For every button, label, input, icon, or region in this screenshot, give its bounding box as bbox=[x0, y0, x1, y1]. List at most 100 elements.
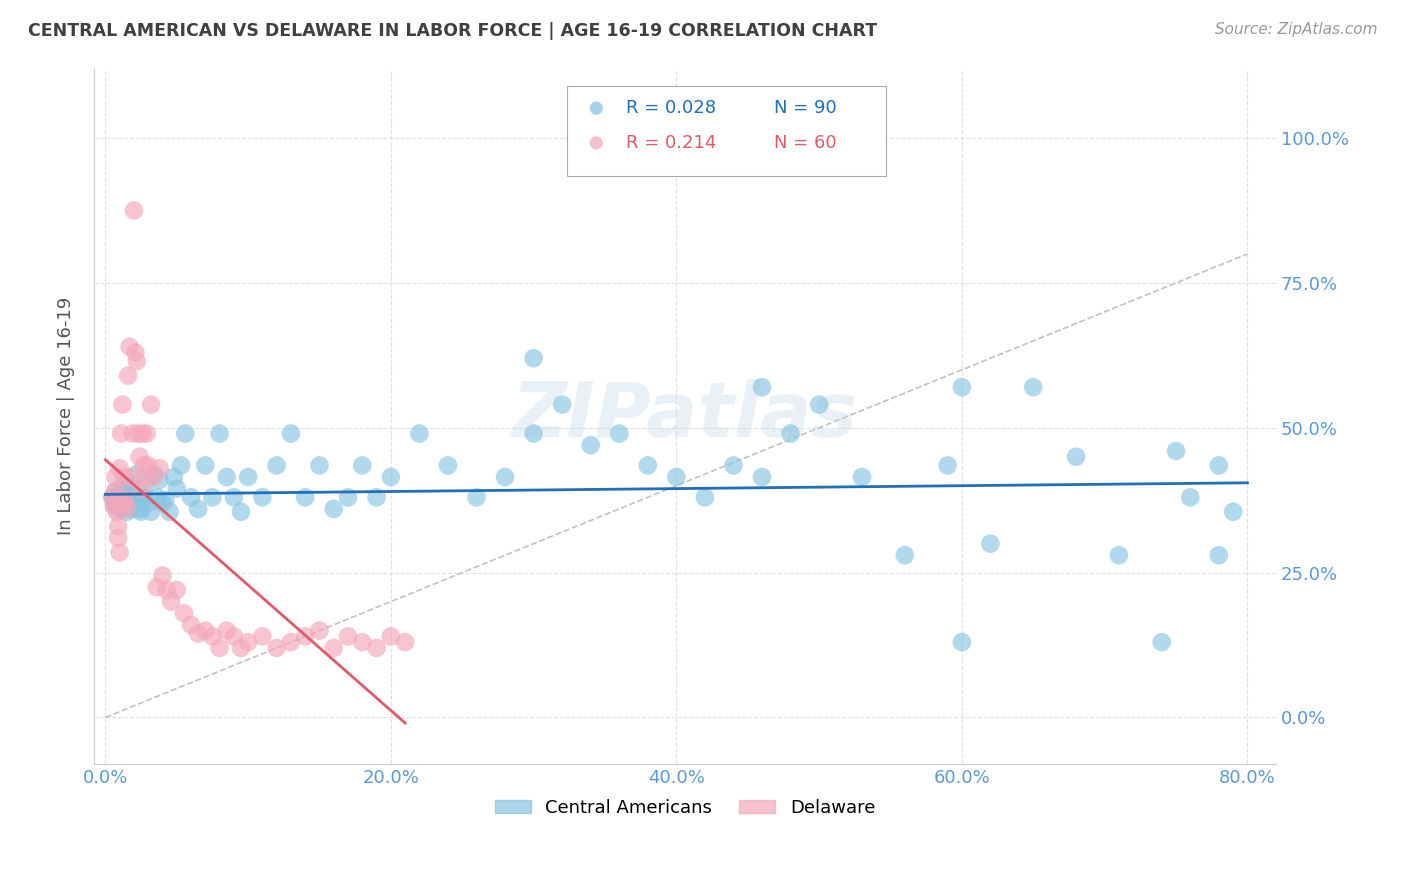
Delaware bbox=[142, 470, 165, 484]
Central Americans bbox=[142, 467, 165, 482]
Central Americans bbox=[465, 491, 488, 505]
Delaware bbox=[128, 450, 150, 464]
Central Americans bbox=[201, 491, 224, 505]
Delaware bbox=[120, 470, 142, 484]
Central Americans bbox=[103, 496, 125, 510]
Delaware bbox=[112, 470, 135, 484]
Text: ZIPatlas: ZIPatlas bbox=[512, 379, 858, 453]
Central Americans bbox=[111, 501, 134, 516]
Delaware bbox=[135, 426, 157, 441]
Delaware bbox=[294, 629, 316, 643]
Central Americans bbox=[105, 501, 128, 516]
Delaware bbox=[114, 496, 136, 510]
Central Americans bbox=[236, 470, 259, 484]
Central Americans bbox=[194, 458, 217, 473]
Delaware bbox=[111, 491, 134, 505]
Delaware bbox=[121, 426, 143, 441]
Central Americans bbox=[136, 496, 159, 510]
Central Americans bbox=[337, 491, 360, 505]
Text: R = 0.028: R = 0.028 bbox=[626, 99, 716, 117]
Delaware bbox=[215, 624, 238, 638]
Text: Source: ZipAtlas.com: Source: ZipAtlas.com bbox=[1215, 22, 1378, 37]
Central Americans bbox=[120, 501, 142, 516]
Central Americans bbox=[180, 491, 202, 505]
Delaware bbox=[110, 426, 132, 441]
Delaware bbox=[180, 617, 202, 632]
Delaware bbox=[236, 635, 259, 649]
Delaware bbox=[125, 354, 148, 368]
Delaware bbox=[380, 629, 402, 643]
Central Americans bbox=[117, 499, 139, 513]
Central Americans bbox=[131, 491, 153, 505]
Delaware bbox=[122, 203, 145, 218]
Delaware bbox=[166, 582, 188, 597]
Central Americans bbox=[132, 493, 155, 508]
Central Americans bbox=[1064, 450, 1087, 464]
Central Americans bbox=[125, 467, 148, 482]
Delaware bbox=[105, 505, 128, 519]
Central Americans bbox=[215, 470, 238, 484]
Central Americans bbox=[380, 470, 402, 484]
Delaware bbox=[145, 580, 167, 594]
Central Americans bbox=[134, 479, 156, 493]
Central Americans bbox=[851, 470, 873, 484]
Central Americans bbox=[280, 426, 302, 441]
FancyBboxPatch shape bbox=[567, 86, 886, 177]
Delaware bbox=[280, 635, 302, 649]
Text: N = 90: N = 90 bbox=[773, 99, 837, 117]
Delaware bbox=[136, 458, 159, 473]
Delaware bbox=[107, 531, 129, 545]
Central Americans bbox=[108, 499, 131, 513]
Central Americans bbox=[128, 501, 150, 516]
Central Americans bbox=[950, 380, 973, 394]
Text: R = 0.214: R = 0.214 bbox=[626, 134, 716, 152]
Central Americans bbox=[523, 351, 546, 366]
Delaware bbox=[134, 470, 156, 484]
Central Americans bbox=[1180, 491, 1202, 505]
Delaware bbox=[127, 426, 149, 441]
Central Americans bbox=[751, 380, 773, 394]
Delaware bbox=[107, 519, 129, 533]
Delaware bbox=[115, 501, 138, 516]
Central Americans bbox=[408, 426, 430, 441]
Delaware bbox=[139, 398, 162, 412]
Central Americans bbox=[115, 491, 138, 505]
Central Americans bbox=[723, 458, 745, 473]
Central Americans bbox=[166, 482, 188, 496]
Central Americans bbox=[112, 479, 135, 493]
Central Americans bbox=[155, 493, 177, 508]
Delaware bbox=[149, 461, 172, 475]
Central Americans bbox=[779, 426, 801, 441]
Delaware bbox=[366, 640, 388, 655]
Central Americans bbox=[124, 491, 146, 505]
Central Americans bbox=[322, 501, 344, 516]
Y-axis label: In Labor Force | Age 16-19: In Labor Force | Age 16-19 bbox=[58, 297, 75, 535]
Central Americans bbox=[114, 496, 136, 510]
Delaware bbox=[105, 496, 128, 510]
Delaware bbox=[131, 426, 153, 441]
Central Americans bbox=[1208, 548, 1230, 562]
Central Americans bbox=[979, 536, 1001, 550]
Delaware bbox=[252, 629, 274, 643]
Delaware bbox=[104, 470, 127, 484]
Central Americans bbox=[187, 501, 209, 516]
Central Americans bbox=[110, 484, 132, 499]
Delaware bbox=[156, 582, 179, 597]
Central Americans bbox=[751, 470, 773, 484]
Central Americans bbox=[1164, 444, 1187, 458]
Delaware bbox=[104, 484, 127, 499]
Central Americans bbox=[129, 505, 152, 519]
Central Americans bbox=[437, 458, 460, 473]
Delaware bbox=[194, 624, 217, 638]
Delaware bbox=[101, 491, 124, 505]
Delaware bbox=[132, 458, 155, 473]
Delaware bbox=[117, 368, 139, 383]
Central Americans bbox=[139, 505, 162, 519]
Central Americans bbox=[127, 496, 149, 510]
Central Americans bbox=[152, 496, 174, 510]
Delaware bbox=[108, 545, 131, 559]
Central Americans bbox=[693, 491, 716, 505]
Delaware bbox=[208, 640, 231, 655]
Delaware bbox=[129, 482, 152, 496]
Central Americans bbox=[579, 438, 602, 452]
